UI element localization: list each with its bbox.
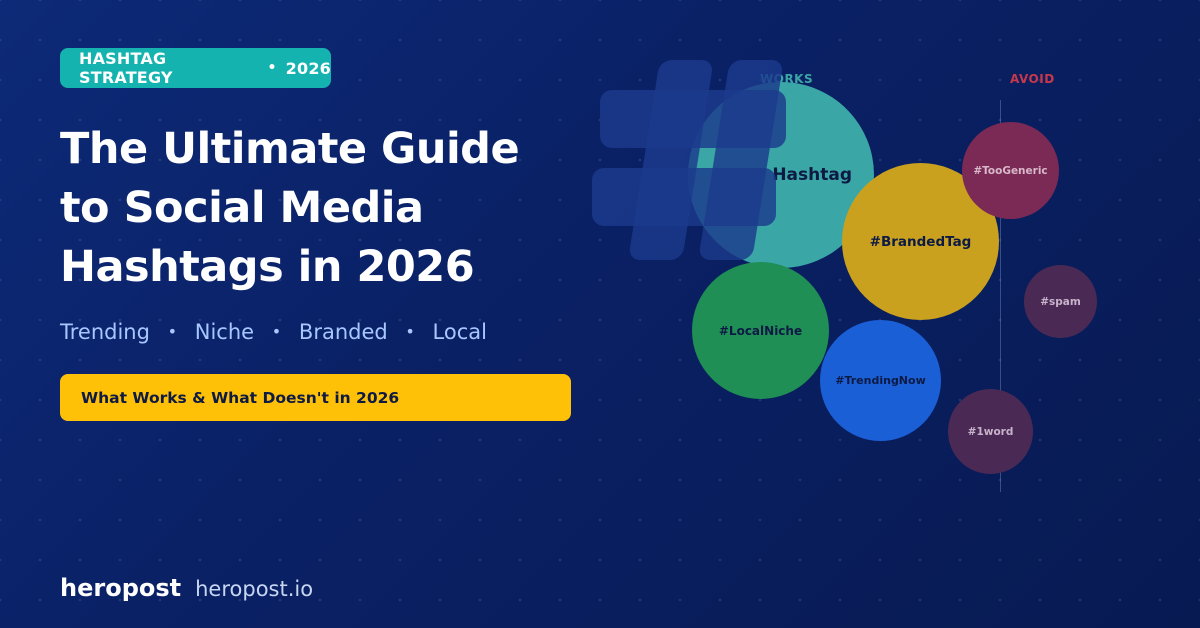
footer-brand: heropost heropost.io — [60, 574, 313, 602]
title-line-2: to Social Media — [60, 183, 424, 233]
bubble-label: #1word — [967, 425, 1014, 438]
subtitle-item-trending: Trending — [60, 320, 150, 344]
bubble-spam: #spam — [1024, 265, 1097, 338]
page-title: The Ultimate Guide to Social Media Hasht… — [60, 120, 620, 297]
badge-label: HASHTAG STRATEGY — [79, 49, 173, 87]
title-line-1: The Ultimate Guide — [60, 124, 520, 174]
subtitle-separator: • — [405, 322, 415, 341]
bubble-trending-now: #TrendingNow — [820, 320, 941, 441]
column-divider — [1000, 100, 1001, 492]
subtitle-item-branded: Branded — [298, 320, 388, 344]
subtitle-item-local: Local — [432, 320, 487, 344]
avoid-column-label: AVOID — [1010, 72, 1055, 86]
subtitle-separator: • — [271, 322, 282, 341]
bubble-label: Hashtag — [772, 165, 852, 185]
bubble-local-niche: #LocalNiche — [692, 262, 829, 399]
highlight-banner: What Works & What Doesn't in 2026 — [60, 374, 571, 421]
bubble-branded-tag: #BrandedTag — [842, 163, 999, 320]
brand-url-link[interactable]: heropost.io — [195, 577, 314, 601]
category-badge: HASHTAG STRATEGY • 2026 — [60, 48, 331, 88]
title-line-3: Hashtags in 2026 — [60, 242, 475, 292]
subtitle-item-niche: Niche — [194, 320, 255, 344]
badge-year: 2026 — [285, 58, 331, 78]
brand-logo-text: heropost — [60, 574, 182, 602]
bubble-label: #TooGeneric — [973, 164, 1048, 177]
bubble-label: #TrendingNow — [835, 374, 926, 387]
bubble-1word: #1word — [948, 389, 1033, 474]
bubble-label: #LocalNiche — [718, 323, 803, 338]
subtitle-separator: • — [167, 322, 178, 341]
bubble-too-generic: #TooGeneric — [962, 122, 1059, 219]
subtitle-categories: Trending • Niche • Branded • Local — [60, 320, 487, 344]
bubble-label: #BrandedTag — [869, 233, 972, 250]
banner-label: What Works & What Doesn't in 2026 — [81, 388, 400, 407]
badge-separator: • — [267, 60, 277, 76]
bubble-label: #spam — [1040, 295, 1081, 308]
